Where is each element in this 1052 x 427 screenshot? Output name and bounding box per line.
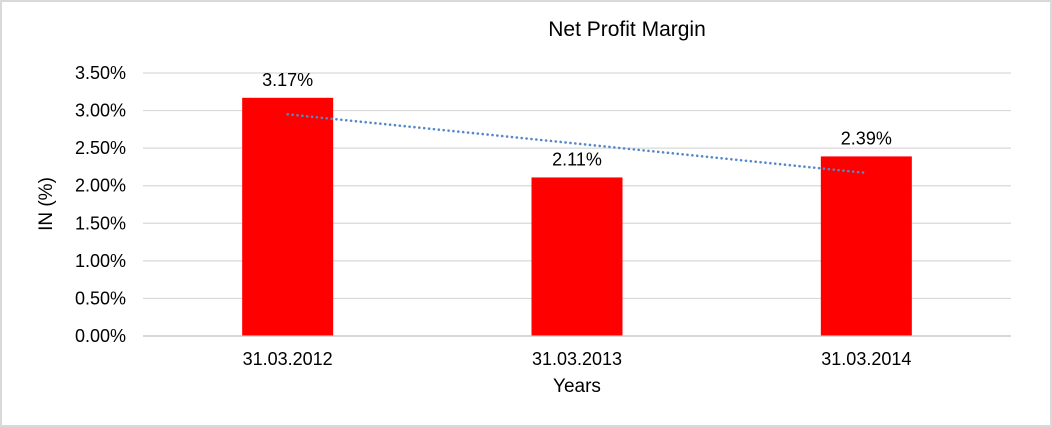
x-axis-tick-label: 31.03.2014 [821,349,911,369]
y-axis-tick-label: 0.00% [75,326,126,346]
bar-value-label: 2.39% [841,128,892,148]
bar-value-label: 3.17% [262,70,313,90]
trendline [286,113,868,175]
x-axis-tick-label: 31.03.2013 [532,349,622,369]
bar-value-label: 2.11% [552,149,602,169]
x-axis-tick-label: 31.03.2012 [243,349,333,369]
y-axis-tick-label: 1.50% [75,213,126,233]
bar-31.03.2013 [531,177,623,336]
y-axis-tick-label: 3.00% [75,101,126,121]
y-axis-tick-label: 0.50% [75,288,126,308]
y-axis-tick-label: 3.50% [75,63,126,83]
chart-title: Net Profit Margin [548,18,706,41]
y-axis-tick-label: 2.50% [75,138,126,158]
x-axis-title: Years [553,376,601,397]
bar-31.03.2012 [242,97,334,336]
bar-31.03.2014 [820,156,912,336]
y-axis-tick-label: 1.00% [75,251,126,271]
y-axis-title: IN (%) [36,177,57,231]
y-axis-tick-label: 2.00% [75,176,126,196]
